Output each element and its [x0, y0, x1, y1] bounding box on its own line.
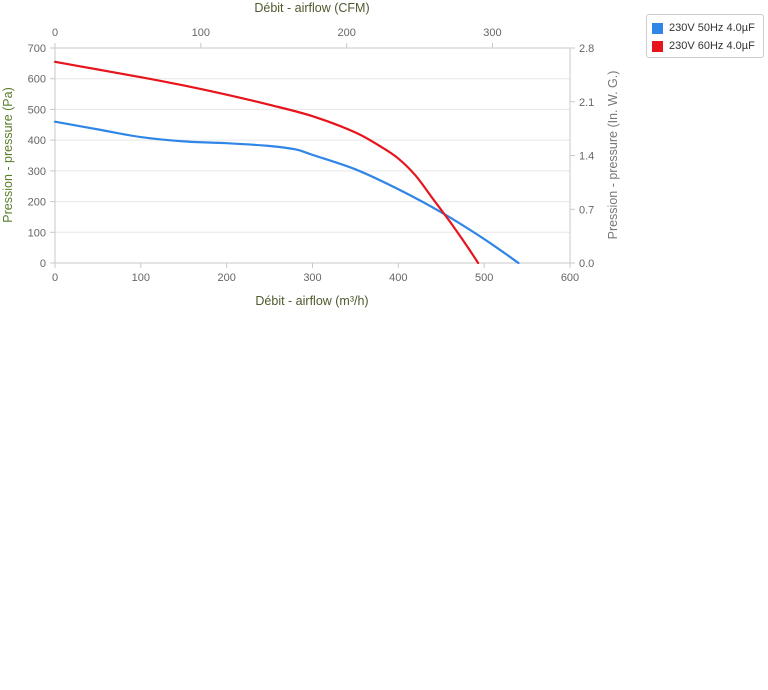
x-bottom-tick-label-1: 100: [132, 272, 150, 284]
x-top-ticks: 0 100 200 300: [52, 27, 502, 48]
legend-swatch-series-2: [652, 40, 663, 52]
y-left-tick-label-4: 400: [28, 135, 46, 147]
x-top-tick-label-1: 100: [192, 27, 210, 39]
y-right-tick-label-2: 1.4: [579, 151, 594, 163]
y-left-tick-label-2: 200: [28, 197, 46, 209]
y-left-tick-label-3: 300: [28, 166, 46, 178]
y-left-tick-label-5: 500: [28, 104, 46, 116]
x-bottom-tick-label-0: 0: [52, 272, 58, 284]
y-right-tick-label-0: 0.0: [579, 258, 594, 270]
y-left-axis-title: Pression - pressure (Pa): [1, 87, 15, 222]
x-bottom-tick-label-4: 400: [389, 272, 407, 284]
x-top-tick-label-3: 300: [483, 27, 501, 39]
y-right-axis-title: Pression - pressure (In. W. G.): [606, 71, 620, 240]
y-left-tick-label-7: 700: [28, 43, 46, 55]
series-line-1: [53, 120, 520, 265]
legend-label-series-1: 230V 50Hz 4.0µF: [669, 22, 755, 34]
x-top-tick-label-0: 0: [52, 27, 58, 39]
grid-lines: [55, 47, 570, 264]
x-top-tick-label-2: 200: [337, 27, 355, 39]
x-top-axis-title: Débit - airflow (CFM): [254, 1, 369, 15]
legend: 230V 50Hz 4.0µF 230V 60Hz 4.0µF: [646, 14, 764, 58]
y-left-ticks: 0 100 200 300 400 500 600 700: [28, 43, 55, 270]
y-right-tick-label-1: 0.7: [579, 204, 594, 216]
x-bottom-tick-label-2: 200: [217, 272, 235, 284]
x-bottom-tick-label-5: 500: [475, 272, 493, 284]
x-bottom-tick-label-3: 300: [303, 272, 321, 284]
y-right-tick-label-3: 2.1: [579, 97, 594, 109]
legend-swatch-series-1: [652, 22, 663, 34]
series-line-2: [53, 60, 480, 265]
y-left-tick-label-0: 0: [40, 258, 46, 270]
x-bottom-tick-label-6: 600: [561, 272, 579, 284]
legend-item-series-1[interactable]: 230V 50Hz 4.0µF: [647, 19, 763, 37]
x-bottom-ticks: 0 100 200 300 400 500 600: [52, 263, 579, 284]
series-lines: [53, 60, 520, 265]
legend-item-series-2[interactable]: 230V 60Hz 4.0µF: [647, 37, 763, 55]
x-bottom-axis-title: Débit - airflow (m³/h): [255, 294, 368, 308]
y-right-tick-label-4: 2.8: [579, 43, 594, 55]
y-left-tick-label-6: 600: [28, 74, 46, 86]
legend-label-series-2: 230V 60Hz 4.0µF: [669, 40, 755, 52]
y-right-ticks: 0.0 0.7 1.4 2.1 2.8: [570, 43, 594, 270]
y-left-tick-label-1: 100: [28, 227, 46, 239]
